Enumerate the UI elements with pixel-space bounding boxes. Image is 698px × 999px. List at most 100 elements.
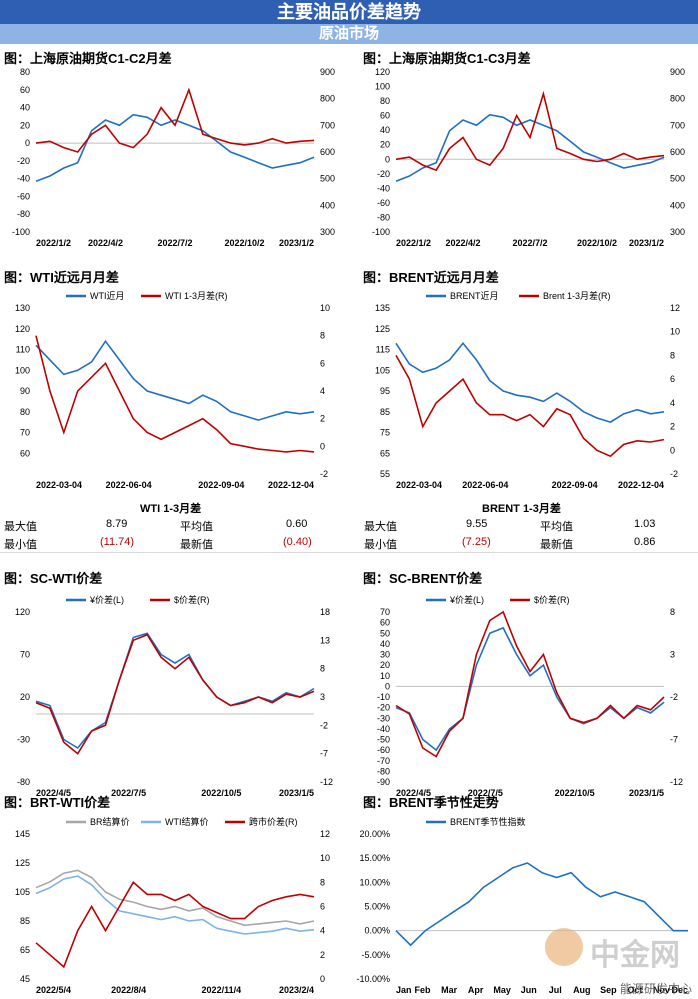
- y2-tick-label: 4: [320, 386, 325, 396]
- y-tick-label: 30: [380, 650, 390, 660]
- chart-p5: -80 -30 20 70 120 -12 -7 -2 3 8 13 18 2022/4/5 2022/7…: [15, 594, 333, 798]
- y2-tick-label: 18: [320, 607, 330, 617]
- legend-label: BRENT近月: [450, 290, 499, 301]
- stats-min-label: 最小值: [4, 539, 37, 551]
- stats-latest: (0.40): [283, 536, 312, 548]
- legend-label: 跨市价差(R): [249, 816, 298, 827]
- x-tick-label: Sep: [600, 985, 617, 995]
- chart-p4: 55 65 75 85 95 105 115 125 135 -2 0 2 4 6 8 10 12 2022-03…: [375, 290, 680, 490]
- y-tick-label: -80: [377, 766, 390, 776]
- x-tick-label: 2022/7/2: [512, 238, 547, 248]
- y2-tick-label: -12: [670, 777, 683, 787]
- y2-tick-label: 8: [320, 877, 325, 887]
- x-tick-label: 2022/10/5: [201, 788, 241, 798]
- x-tick-label: 2022/4/5: [36, 788, 71, 798]
- y-tick-label: -80: [17, 209, 30, 219]
- chart-p3: 60 70 80 90 100 110 120 130 -2 0 2 4 6 8 10 2022-03-04 2…: [15, 290, 330, 490]
- x-tick-label: May: [493, 985, 511, 995]
- series-line-1: [395, 862, 688, 947]
- y2-tick-label: -2: [320, 469, 328, 479]
- y2-tick-label: -7: [670, 735, 678, 745]
- x-tick-label: Apr: [468, 985, 484, 995]
- stats-min: (11.74): [100, 536, 135, 548]
- y-tick-label: 5.00%: [364, 902, 390, 912]
- x-tick-label: 2023/1/5: [629, 788, 664, 798]
- y-tick-label: -100: [372, 227, 390, 237]
- y2-tick-label: 6: [320, 902, 325, 912]
- series-line-2: [395, 355, 665, 458]
- y-tick-label: 125: [15, 858, 30, 868]
- y-tick-label: -30: [377, 713, 390, 723]
- y-tick-label: 80: [380, 96, 390, 106]
- y-tick-label: 55: [380, 469, 390, 479]
- watermark: 能源研发中心: [619, 982, 692, 996]
- legend-label: Brent 1-3月差(R): [543, 290, 611, 301]
- y-tick-label: 0: [385, 681, 390, 691]
- x-tick-label: 2022-03-04: [396, 480, 442, 490]
- x-tick-label: 2022/4/2: [88, 238, 123, 248]
- y-tick-label: -40: [17, 174, 30, 184]
- x-tick-label: 2022/10/2: [577, 238, 617, 248]
- y-tick-label: 60: [20, 85, 30, 95]
- x-tick-label: 2022-12-04: [618, 480, 664, 490]
- series-line-2: [35, 875, 315, 935]
- stats-min: (7.25): [462, 536, 491, 548]
- y-tick-label: -20: [377, 703, 390, 713]
- stats-latest-label: 最新值: [540, 539, 573, 551]
- legend-label: WTI结算价: [165, 816, 209, 827]
- y2-tick-label: 900: [320, 67, 335, 77]
- y2-tick-label: 2: [320, 414, 325, 424]
- stats-avg: 0.60: [286, 518, 308, 530]
- logo-icon: [545, 928, 583, 966]
- series-line-1: [395, 113, 665, 183]
- y2-tick-label: 500: [670, 174, 685, 184]
- y2-tick-label: 400: [320, 200, 335, 210]
- stats-latest-label: 最新值: [180, 539, 213, 551]
- y2-tick-label: 0: [320, 441, 325, 451]
- y-tick-label: 75: [380, 428, 390, 438]
- series-line-1: [395, 626, 665, 752]
- x-tick-label: 2022/10/2: [224, 238, 264, 248]
- stats-title: BRENT 1-3月差: [482, 503, 561, 515]
- y-tick-label: 85: [20, 916, 30, 926]
- x-tick-label: 2022/1/2: [396, 238, 431, 248]
- stats-max: 9.55: [466, 518, 488, 530]
- y-tick-label: -60: [377, 198, 390, 208]
- x-tick-label: 2022-09-04: [552, 480, 598, 490]
- y-tick-label: -30: [17, 735, 30, 745]
- x-tick-label: Jan: [396, 985, 412, 995]
- stats-max: 8.79: [106, 518, 128, 530]
- x-tick-label: 2022-09-04: [198, 480, 244, 490]
- series-line-1: [35, 632, 315, 750]
- page-title: 主要油品价差趋势: [0, 0, 698, 24]
- y2-tick-label: 0: [670, 445, 675, 455]
- x-tick-label: 2023/1/5: [279, 788, 314, 798]
- y2-tick-label: 12: [670, 303, 680, 313]
- panel-title-p1: 图：上海原油期货C1-C2月差: [4, 51, 172, 66]
- y-tick-label: -40: [377, 724, 390, 734]
- y2-tick-label: 3: [320, 692, 325, 702]
- y-tick-label: 60: [380, 111, 390, 121]
- x-tick-label: 2023/1/2: [279, 238, 314, 248]
- y2-tick-label: 800: [320, 94, 335, 104]
- y2-tick-label: 300: [320, 227, 335, 237]
- x-tick-label: Feb: [415, 985, 432, 995]
- series-line-3: [35, 881, 315, 969]
- logo-text: 中金网: [590, 939, 680, 972]
- y-tick-label: 100: [375, 82, 390, 92]
- y-tick-label: 120: [15, 607, 30, 617]
- y-tick-label: 85: [380, 407, 390, 417]
- x-tick-label: 2023/1/2: [629, 238, 664, 248]
- x-tick-label: Dec: [671, 985, 688, 995]
- y-tick-label: 110: [16, 345, 30, 355]
- legend-label: BR结算价: [90, 816, 130, 827]
- y-tick-label: 130: [15, 303, 30, 313]
- y-tick-label: -80: [377, 212, 390, 222]
- y-tick-label: 70: [20, 428, 30, 438]
- y2-tick-label: 3: [670, 650, 675, 660]
- x-tick-label: 2022/7/2: [157, 238, 192, 248]
- series-line-2: [35, 87, 315, 153]
- stats-max-label: 最大值: [364, 521, 397, 533]
- y-tick-label: -5.00%: [361, 950, 390, 960]
- panel-title-p8: 图：BRENT季节性走势: [363, 795, 499, 810]
